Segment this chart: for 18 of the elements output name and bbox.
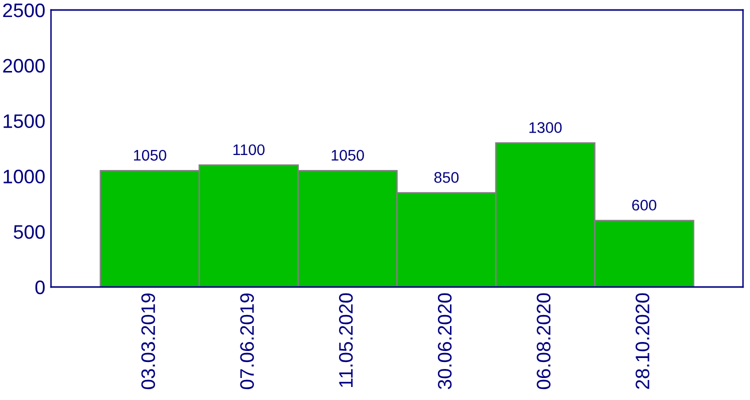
y-tick-label: 2500 (3, 3, 45, 18)
y-tick-label: 500 (14, 225, 45, 239)
y-tick-label: 1000 (4, 170, 45, 184)
x-tick-label: 11.05.2020 (339, 293, 353, 387)
x-tick-label: 03.03.2019 (141, 293, 156, 390)
x-tick-label: 07.06.2019 (240, 293, 254, 390)
x-tick-label: 28.10.2020 (636, 293, 650, 389)
y-tick-label: 1500 (4, 114, 45, 128)
y-tick-label: 2000 (3, 58, 45, 73)
data-label: 1050 (332, 150, 364, 161)
y-tick-label: 0 (35, 280, 45, 294)
data-label: 1050 (134, 150, 166, 161)
x-tick-label: 06.08.2020 (536, 293, 551, 390)
data-label: 850 (434, 172, 459, 183)
data-label: 600 (632, 200, 656, 211)
data-label: 1300 (529, 122, 562, 133)
x-tick-label: 30.06.2020 (438, 293, 452, 390)
data-label: 1100 (233, 144, 265, 156)
